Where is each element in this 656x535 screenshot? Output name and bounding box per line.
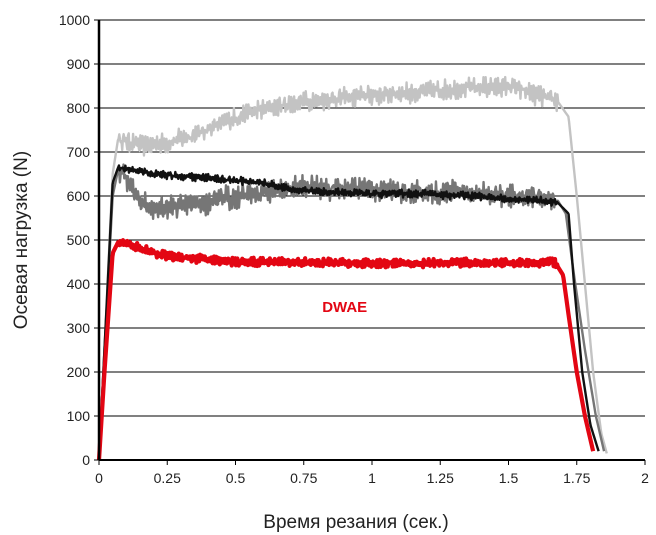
series-layer bbox=[96, 75, 608, 461]
y-tick-label: 700 bbox=[67, 144, 91, 160]
series-line bbox=[97, 164, 600, 461]
grid-lines bbox=[99, 19, 645, 461]
x-tick-label: 1.75 bbox=[563, 470, 590, 486]
y-tick-label: 200 bbox=[67, 364, 91, 380]
series-line bbox=[96, 238, 596, 461]
x-tick-label: 1 bbox=[368, 470, 376, 486]
x-tick-label: 0.75 bbox=[290, 470, 317, 486]
x-axis-title: Время резания (сек.) bbox=[263, 512, 448, 533]
x-tick-label: 1.5 bbox=[499, 470, 519, 486]
y-tick-label: 100 bbox=[67, 408, 91, 424]
x-tick-label: 0 bbox=[95, 470, 103, 486]
tick-labels: 0 100 200 300 400 500 600 700 800 900 1000 0 0.25 0.5… bbox=[59, 12, 649, 486]
y-tick-label: 1000 bbox=[59, 12, 90, 28]
x-tick-label: 0.5 bbox=[226, 470, 246, 486]
annotations: DWAE bbox=[322, 299, 367, 316]
y-tick-label: 500 bbox=[67, 232, 91, 248]
x-tick-label: 2 bbox=[641, 470, 649, 486]
y-tick-label: 300 bbox=[67, 320, 91, 336]
x-tick-label: 0.25 bbox=[154, 470, 181, 486]
y-tick-label: 800 bbox=[67, 100, 91, 116]
axes bbox=[94, 19, 646, 465]
y-tick-label: 900 bbox=[67, 56, 91, 72]
y-axis-title: Осевая нагрузка (N) bbox=[11, 151, 32, 329]
y-tick-label: 0 bbox=[82, 452, 90, 468]
y-tick-label: 600 bbox=[67, 188, 91, 204]
series-line bbox=[97, 163, 606, 461]
annotation-label: DWAE bbox=[322, 299, 367, 316]
series-line bbox=[97, 75, 608, 461]
y-tick-label: 400 bbox=[67, 276, 91, 292]
x-tick-label: 1.25 bbox=[427, 470, 454, 486]
